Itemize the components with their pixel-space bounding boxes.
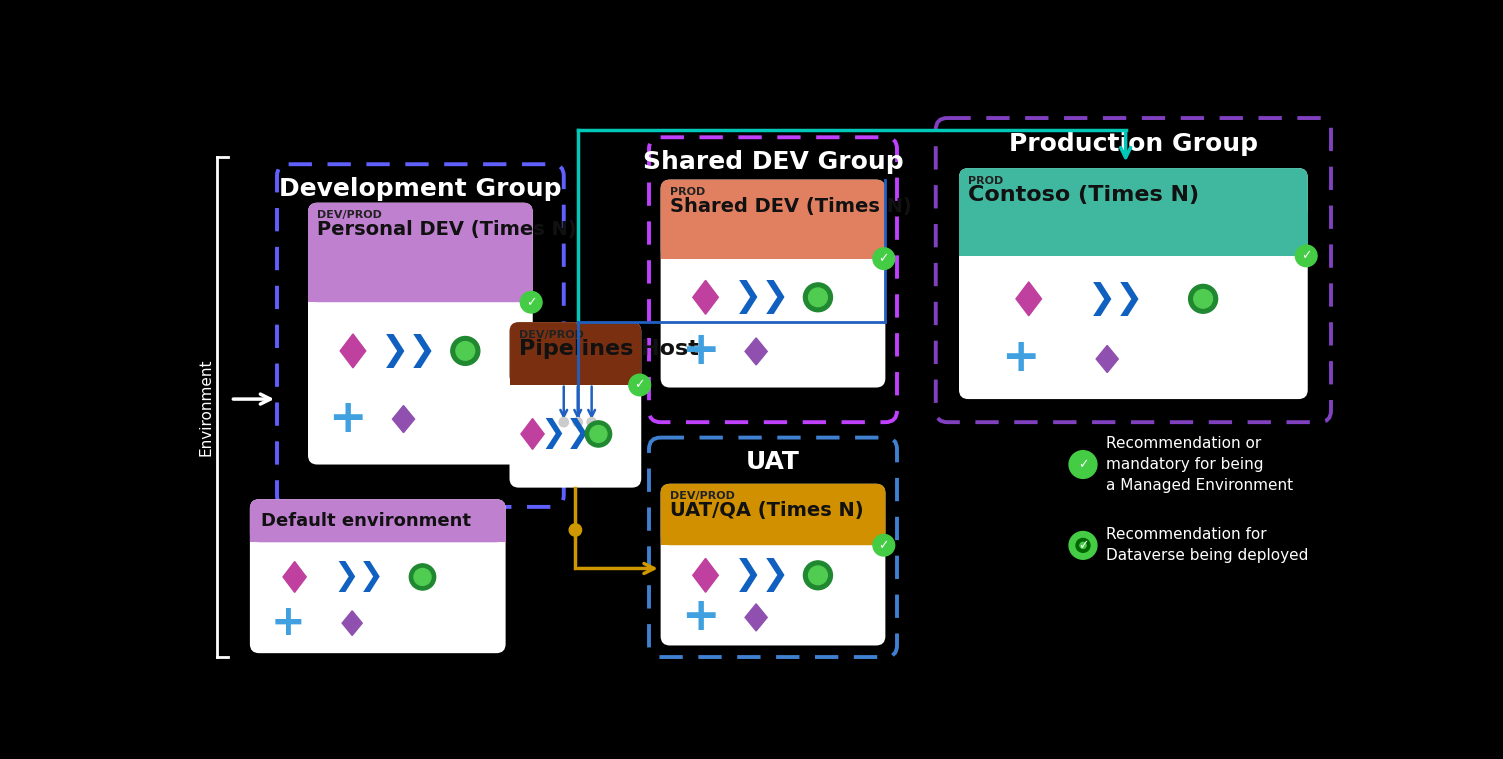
Text: Environment: Environment	[198, 358, 213, 455]
FancyBboxPatch shape	[249, 499, 505, 653]
Circle shape	[1296, 245, 1317, 266]
Circle shape	[1069, 451, 1097, 478]
FancyBboxPatch shape	[959, 212, 1308, 256]
Text: ❯❯: ❯❯	[540, 418, 591, 449]
Circle shape	[1076, 538, 1090, 553]
Text: ❯❯: ❯❯	[1088, 282, 1144, 316]
Circle shape	[409, 564, 436, 590]
Circle shape	[1079, 542, 1087, 549]
FancyBboxPatch shape	[661, 219, 885, 259]
Text: Development Group: Development Group	[280, 177, 562, 201]
Polygon shape	[392, 405, 415, 433]
FancyBboxPatch shape	[510, 354, 642, 385]
Text: +: +	[328, 397, 367, 442]
Circle shape	[809, 288, 827, 307]
Text: UAT/QA (Times N): UAT/QA (Times N)	[670, 501, 864, 520]
Polygon shape	[522, 418, 544, 449]
Text: ✓: ✓	[879, 252, 890, 265]
Circle shape	[455, 342, 475, 361]
Text: Default environment: Default environment	[260, 512, 470, 530]
Circle shape	[559, 417, 568, 427]
FancyBboxPatch shape	[661, 483, 885, 545]
Text: +: +	[271, 602, 305, 644]
FancyBboxPatch shape	[249, 521, 505, 542]
FancyBboxPatch shape	[510, 322, 642, 487]
Text: ✓: ✓	[634, 379, 645, 392]
Polygon shape	[1096, 345, 1118, 373]
Circle shape	[520, 291, 543, 313]
FancyBboxPatch shape	[661, 515, 885, 545]
Text: ✓: ✓	[1302, 250, 1312, 263]
Circle shape	[804, 283, 833, 312]
Circle shape	[1193, 289, 1213, 308]
FancyBboxPatch shape	[249, 499, 505, 542]
FancyBboxPatch shape	[308, 203, 532, 465]
FancyBboxPatch shape	[959, 168, 1308, 256]
FancyBboxPatch shape	[510, 322, 642, 385]
Text: ✓: ✓	[526, 296, 537, 309]
FancyBboxPatch shape	[661, 180, 885, 259]
Polygon shape	[745, 604, 767, 631]
Text: ❯❯: ❯❯	[733, 280, 791, 314]
Circle shape	[873, 248, 894, 269]
Circle shape	[628, 374, 651, 395]
Text: Shared DEV (Times N): Shared DEV (Times N)	[670, 197, 912, 216]
Text: DEV/PROD: DEV/PROD	[670, 492, 735, 502]
Circle shape	[873, 534, 894, 556]
Polygon shape	[745, 338, 767, 365]
Circle shape	[573, 417, 582, 427]
Text: PROD: PROD	[968, 176, 1004, 186]
Text: Recommendation for
Dataverse being deployed: Recommendation for Dataverse being deplo…	[1106, 528, 1309, 563]
FancyBboxPatch shape	[308, 253, 532, 302]
Circle shape	[451, 336, 479, 365]
Text: ❯❯: ❯❯	[334, 562, 385, 593]
Text: Recommendation or
mandatory for being
a Managed Environment: Recommendation or mandatory for being a …	[1106, 436, 1294, 493]
Text: UAT: UAT	[745, 450, 800, 474]
Circle shape	[809, 566, 827, 584]
Text: DEV/PROD: DEV/PROD	[317, 210, 382, 220]
Text: Pipelines Host: Pipelines Host	[519, 339, 699, 359]
Text: Personal DEV (Times N): Personal DEV (Times N)	[317, 219, 577, 238]
Text: PROD: PROD	[670, 187, 705, 197]
Circle shape	[585, 421, 612, 447]
Text: ✓: ✓	[1078, 458, 1088, 471]
Circle shape	[1189, 285, 1217, 313]
Text: DEV/PROD: DEV/PROD	[519, 329, 583, 340]
Polygon shape	[283, 562, 307, 592]
FancyBboxPatch shape	[661, 483, 885, 645]
Text: ✓: ✓	[879, 539, 890, 552]
Circle shape	[589, 426, 607, 442]
Polygon shape	[1016, 282, 1042, 316]
Text: Production Group: Production Group	[1009, 132, 1258, 156]
Circle shape	[804, 561, 833, 590]
Circle shape	[1069, 531, 1097, 559]
Polygon shape	[693, 559, 718, 592]
Text: +: +	[681, 329, 720, 374]
Circle shape	[413, 568, 431, 585]
FancyBboxPatch shape	[661, 180, 885, 388]
Text: +: +	[681, 595, 720, 640]
FancyBboxPatch shape	[308, 203, 532, 302]
Circle shape	[570, 524, 582, 536]
Polygon shape	[340, 334, 365, 368]
Polygon shape	[343, 611, 362, 635]
Circle shape	[588, 417, 597, 427]
FancyBboxPatch shape	[959, 168, 1308, 399]
Polygon shape	[693, 280, 718, 314]
Text: ❯❯: ❯❯	[382, 334, 437, 368]
Text: ✓: ✓	[1078, 539, 1088, 552]
Text: ❯❯: ❯❯	[733, 559, 791, 592]
Text: Shared DEV Group: Shared DEV Group	[643, 150, 903, 174]
Text: Contoso (Times N): Contoso (Times N)	[968, 185, 1199, 205]
Text: +: +	[1001, 336, 1039, 382]
